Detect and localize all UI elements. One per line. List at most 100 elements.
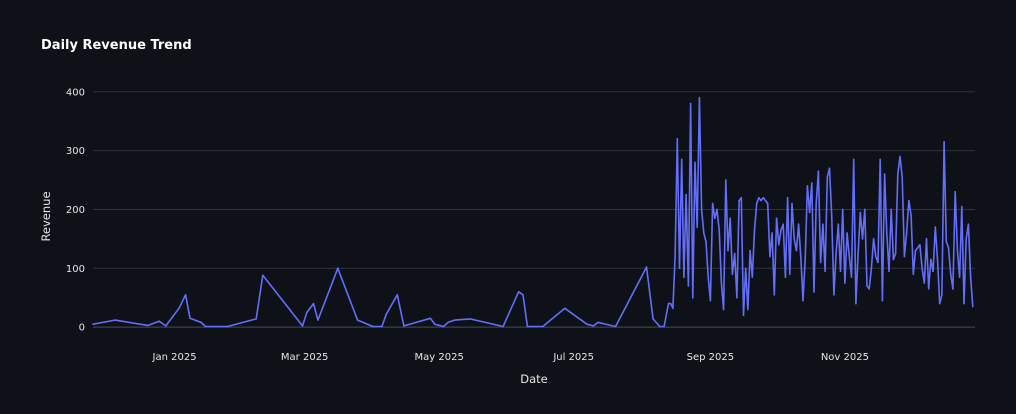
data-point (888, 270, 890, 273)
data-point (725, 179, 727, 181)
y-tick-label: 400 (66, 87, 85, 98)
data-point (965, 238, 967, 240)
data-point (667, 302, 670, 305)
data-point (672, 307, 674, 310)
data-point (837, 223, 840, 225)
y-tick-label: 0 (79, 323, 85, 334)
data-point (861, 238, 864, 240)
data-point (204, 325, 207, 328)
data-point (720, 282, 723, 284)
x-tick-label: Jan 2025 (152, 352, 197, 363)
data-point (736, 296, 738, 299)
data-point (830, 214, 833, 217)
y-axis-ticks: 0 100 200 300 400 (66, 87, 85, 333)
data-point (663, 325, 665, 328)
data-point (872, 238, 875, 240)
data-point (178, 307, 180, 310)
data-point (941, 293, 943, 296)
data-point (744, 267, 747, 270)
data-point (678, 267, 681, 270)
data-point (868, 288, 870, 290)
data-point (738, 199, 740, 202)
data-point (312, 302, 315, 305)
data-point (669, 302, 672, 305)
data-point (793, 238, 795, 240)
y-tick-label: 300 (66, 146, 85, 157)
data-point (747, 308, 749, 311)
data-point (874, 255, 877, 258)
data-point (811, 182, 813, 184)
data-point (881, 299, 884, 302)
data-point (824, 270, 826, 273)
data-point (403, 325, 405, 327)
data-point (960, 205, 963, 208)
data-point (797, 223, 800, 225)
data-point (766, 202, 769, 205)
data-point (925, 238, 928, 240)
data-point (777, 243, 780, 246)
data-point (819, 261, 822, 264)
data-point (806, 185, 809, 187)
data-point (306, 311, 308, 314)
data-point (788, 273, 791, 275)
data-point (958, 276, 961, 278)
data-point (261, 274, 264, 277)
data-point (786, 196, 789, 199)
data-point (356, 319, 359, 321)
data-point (870, 267, 873, 270)
data-point (381, 325, 383, 328)
data-point (817, 170, 820, 172)
data-point (936, 258, 939, 261)
data-point (835, 252, 837, 255)
data-point (956, 249, 959, 252)
data-point (709, 299, 712, 302)
data-point (718, 229, 721, 231)
data-point (949, 273, 952, 275)
data-point (943, 140, 945, 143)
data-point (592, 325, 595, 327)
data-point (826, 176, 829, 178)
data-point (453, 319, 456, 321)
data-point (773, 293, 776, 296)
data-point (762, 196, 765, 199)
data-point (892, 258, 895, 261)
x-tick-label: May 2025 (415, 352, 464, 363)
x-tick-label: Sep 2025 (687, 352, 734, 363)
data-point (808, 211, 811, 214)
data-point (760, 199, 762, 202)
data-point (92, 323, 94, 325)
data-point (967, 223, 970, 225)
data-point (897, 173, 899, 175)
data-point (226, 325, 229, 328)
data-point (784, 276, 787, 278)
data-point (372, 325, 374, 328)
data-point (184, 293, 187, 296)
data-point (857, 252, 859, 255)
data-point (189, 317, 191, 320)
data-point (733, 252, 736, 255)
data-point (200, 321, 202, 324)
data-point (685, 193, 687, 196)
data-point (934, 226, 937, 228)
data-point (800, 255, 802, 258)
data-point (694, 161, 696, 164)
x-axis-title: Date (520, 372, 548, 386)
data-point (846, 232, 848, 234)
data-point (850, 276, 853, 278)
data-point (702, 232, 705, 234)
data-point (753, 229, 756, 231)
data-point (769, 255, 771, 258)
data-point (802, 299, 804, 302)
data-point (894, 252, 897, 255)
data-point (680, 158, 683, 161)
data-point (683, 276, 685, 278)
data-point (930, 258, 932, 261)
data-point (833, 293, 835, 296)
data-point (716, 208, 718, 211)
data-point (969, 276, 972, 278)
data-point (791, 202, 793, 205)
data-point (705, 241, 707, 243)
data-point (158, 320, 160, 323)
data-point (877, 261, 879, 264)
